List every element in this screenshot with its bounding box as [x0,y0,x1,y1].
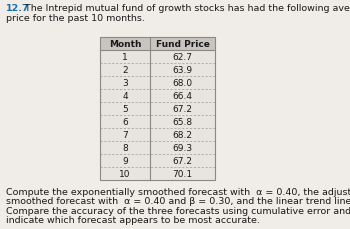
Text: Compare the accuracy of the three forecasts using cumulative error and MAD, and: Compare the accuracy of the three foreca… [6,206,350,215]
Text: 70.1: 70.1 [173,169,193,178]
Bar [100,38,215,180]
Text: 66.4: 66.4 [173,92,193,101]
Bar [100,103,215,115]
Text: indicate which forecast appears to be most accurate.: indicate which forecast appears to be mo… [6,215,260,224]
Text: 5: 5 [122,105,128,114]
Bar [100,128,215,141]
Bar [100,154,215,167]
Text: smoothed forecast with  α = 0.40 and β = 0.30, and the linear trend line forecas: smoothed forecast with α = 0.40 and β = … [6,197,350,206]
Text: 9: 9 [122,156,128,165]
Bar [100,115,215,128]
Text: 67.2: 67.2 [173,156,193,165]
Text: price for the past 10 months.: price for the past 10 months. [6,14,145,23]
Text: 12.7: 12.7 [6,4,30,13]
Bar [100,77,215,90]
Text: 2: 2 [122,66,128,75]
Text: 63.9: 63.9 [173,66,193,75]
Bar [100,167,215,180]
Text: 67.2: 67.2 [173,105,193,114]
Bar [100,51,215,64]
Text: 3: 3 [122,79,128,88]
Bar [100,64,215,77]
Text: Compute the exponentially smoothed forecast with  α = 0.40, the adjusted exponen: Compute the exponentially smoothed forec… [6,187,350,196]
Text: 10: 10 [119,169,131,178]
Text: 7: 7 [122,131,128,139]
Text: 69.3: 69.3 [173,143,193,152]
Bar [100,90,215,103]
Text: 1: 1 [122,53,128,62]
Text: Fund Price: Fund Price [155,40,209,49]
Bar [100,38,215,51]
Text: Month: Month [109,40,141,49]
Text: 6: 6 [122,117,128,126]
Text: 8: 8 [122,143,128,152]
Text: The Intrepid mutual fund of growth stocks has had the following average monthly: The Intrepid mutual fund of growth stock… [22,4,350,13]
Text: 68.2: 68.2 [173,131,193,139]
Text: 65.8: 65.8 [173,117,193,126]
Text: 62.7: 62.7 [173,53,193,62]
Text: 68.0: 68.0 [173,79,193,88]
Bar [100,141,215,154]
Text: 4: 4 [122,92,128,101]
